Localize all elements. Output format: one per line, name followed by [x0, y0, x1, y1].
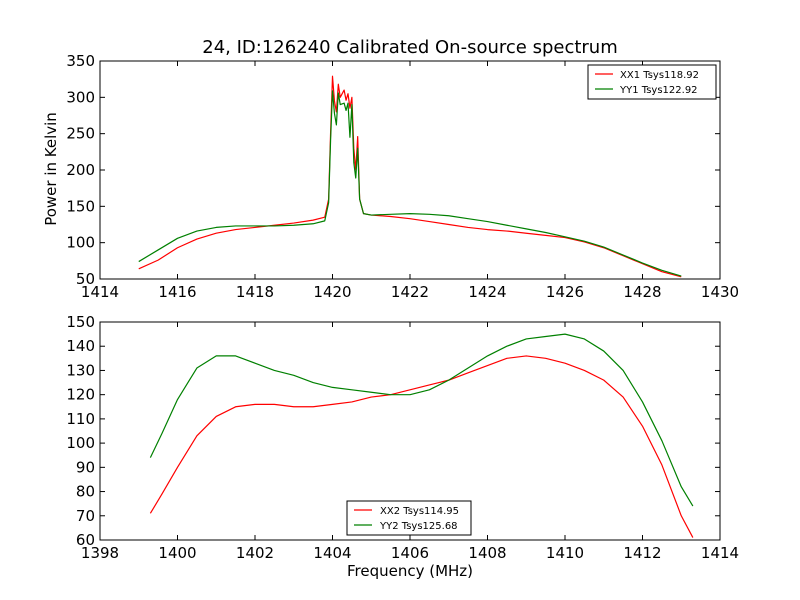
- top-x-tick-label: 1424: [468, 283, 506, 301]
- bottom-y-tick-label: 100: [66, 434, 95, 452]
- top-x-tick-label: 1414: [81, 283, 119, 301]
- bottom-series-group: [149, 333, 694, 538]
- top-series-group: [138, 75, 682, 278]
- bottom-y-tick-label: 140: [66, 337, 95, 355]
- top-y-tick-label: 200: [66, 161, 95, 179]
- top-series-line-2: [138, 90, 682, 277]
- bottom-y-tick-label: 120: [66, 386, 95, 404]
- top-x-tick-label: 1426: [546, 283, 584, 301]
- top-y-tick-label: 250: [66, 125, 95, 143]
- x-axis-label-bottom: Frequency (MHz): [347, 562, 473, 580]
- bottom-x-tick-label: 1408: [468, 544, 506, 562]
- bottom-y-tick-label: 70: [76, 507, 95, 525]
- bottom-x-tick-label: 1406: [391, 544, 429, 562]
- top-x-tick-label: 1418: [236, 283, 274, 301]
- top-y-tick-label: 300: [66, 88, 95, 106]
- bottom-y-tick-label: 90: [76, 458, 95, 476]
- top-x-tick-label: 1416: [158, 283, 196, 301]
- bottom-series-line-2: [149, 333, 694, 507]
- y-axis-label-top: Power in Kelvin: [42, 112, 60, 226]
- top-y-tick-label: 350: [66, 52, 95, 70]
- bottom-legend: XX2 Tsys114.95 YY2 Tsys125.68: [346, 500, 472, 536]
- top-x-tick-label: 1430: [701, 283, 739, 301]
- bottom-x-tick-label: 1402: [236, 544, 274, 562]
- bottom-ticks-group: 1398 1400 1402 1404 1406 1408 1410 1412 1414 60 70…: [66, 313, 739, 562]
- bottom-series-line-1: [149, 355, 694, 538]
- chart-title: 24, ID:126240 Calibrated On-source spect…: [202, 37, 618, 58]
- top-x-tick-label: 1422: [391, 283, 429, 301]
- top-y-tick-label: 150: [66, 197, 95, 215]
- bottom-x-tick-label: 1398: [81, 544, 119, 562]
- bottom-legend-box: [346, 500, 472, 536]
- top-legend-box: [587, 64, 717, 100]
- bottom-x-tick-label: 1414: [701, 544, 739, 562]
- top-legend-label-xx1: XX1 Tsys118.92: [620, 70, 699, 81]
- top-series-line-1: [138, 75, 682, 278]
- bottom-x-tick-label: 1412: [623, 544, 661, 562]
- top-x-tick-label: 1428: [623, 283, 661, 301]
- bottom-y-tick-label: 80: [76, 483, 95, 501]
- top-legend: XX1 Tsys118.92 YY1 Tsys122.92: [587, 64, 717, 100]
- bottom-legend-label-xx2: XX2 Tsys114.95: [380, 506, 459, 517]
- bottom-x-tick-label: 1404: [313, 544, 351, 562]
- top-panel: 24, ID:126240 Calibrated On-source spect…: [42, 37, 739, 301]
- bottom-y-tick-label: 150: [66, 313, 95, 331]
- bottom-y-tick-label: 130: [66, 361, 95, 379]
- bottom-y-tick-label: 110: [66, 410, 95, 428]
- top-y-tick-label: 50: [76, 270, 95, 288]
- top-legend-label-yy1: YY1 Tsys122.92: [619, 85, 698, 96]
- bottom-x-tick-label: 1400: [158, 544, 196, 562]
- bottom-legend-label-yy2: YY2 Tsys125.68: [379, 521, 458, 532]
- bottom-panel: Frequency (MHz) 1398 1400 1402 1404 1406 1408…: [66, 313, 739, 580]
- top-ticks-group: 1414 1416 1418 1420 1422 1424 1426 1428 1430 50 10…: [66, 52, 739, 301]
- bottom-y-tick-label: 60: [76, 531, 95, 549]
- top-y-tick-label: 100: [66, 234, 95, 252]
- top-x-tick-label: 1420: [313, 283, 351, 301]
- bottom-x-tick-label: 1410: [546, 544, 584, 562]
